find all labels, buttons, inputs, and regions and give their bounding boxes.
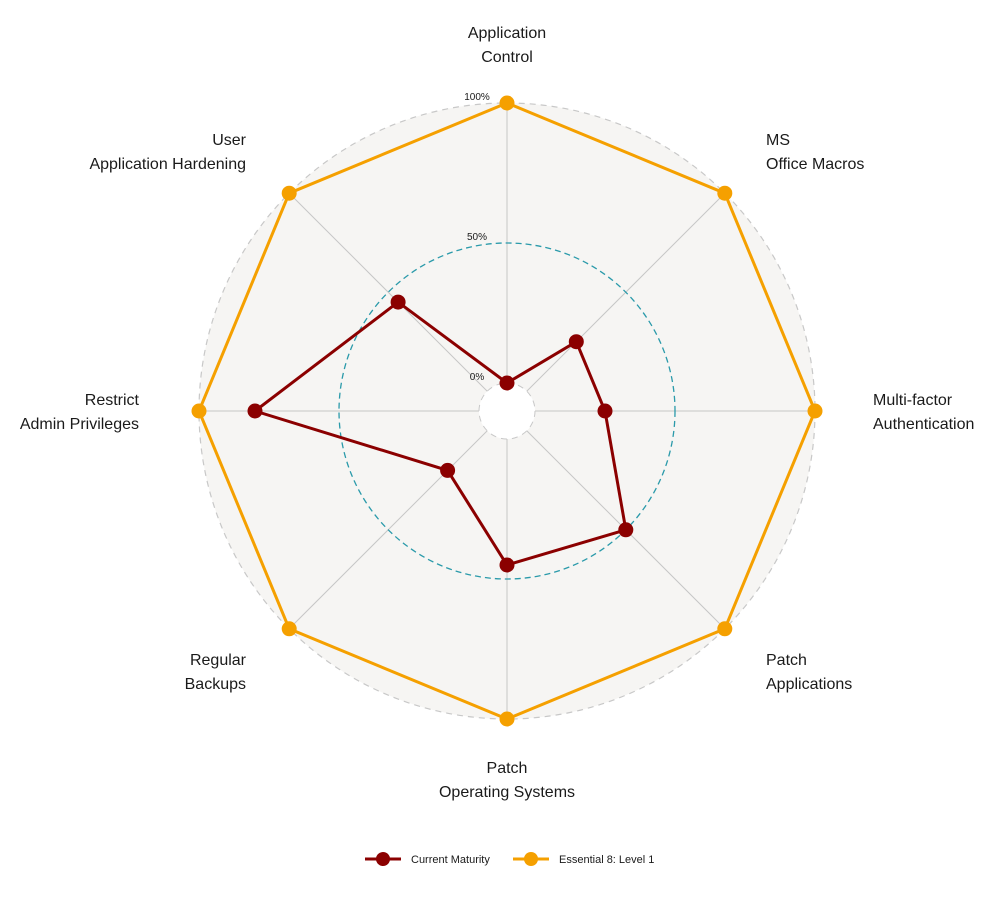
series-point bbox=[440, 462, 456, 478]
category-label: Patch Operating Systems bbox=[439, 760, 575, 801]
series-point bbox=[807, 403, 823, 419]
series-point bbox=[281, 621, 297, 637]
series-point bbox=[568, 334, 584, 350]
category-label-line: Authentication bbox=[873, 416, 974, 433]
legend-swatch-point bbox=[524, 852, 538, 866]
category-label-line: Control bbox=[481, 49, 533, 66]
category-label: Restrict Admin Privileges bbox=[20, 392, 140, 433]
spoke-line bbox=[506, 192, 726, 412]
category-label: User Application Hardening bbox=[89, 132, 246, 173]
spoke-line bbox=[506, 410, 726, 630]
series-point bbox=[247, 403, 263, 419]
radial-tick-label: 100% bbox=[464, 92, 490, 103]
category-label-line: Regular bbox=[190, 652, 247, 669]
category-label: Regular Backups bbox=[185, 652, 247, 693]
category-label-line: Office Macros bbox=[766, 156, 864, 173]
series-point bbox=[390, 294, 406, 310]
mid-ring bbox=[338, 242, 676, 580]
series-point bbox=[717, 621, 733, 637]
series-point bbox=[618, 522, 634, 538]
category-label-line: Restrict bbox=[85, 392, 140, 409]
category-label-line: Patch bbox=[487, 760, 528, 777]
radial-tick-label: 50% bbox=[467, 232, 487, 243]
series-point bbox=[499, 557, 515, 573]
series-point bbox=[191, 403, 207, 419]
radial-tick-labels: 0% 50% 100% bbox=[464, 92, 490, 383]
series-0 bbox=[247, 294, 634, 573]
category-label-line: Multi-factor bbox=[873, 392, 953, 409]
legend-label: Essential 8: Level 1 bbox=[559, 854, 654, 866]
legend-label: Current Maturity bbox=[411, 854, 490, 866]
series-point bbox=[499, 375, 515, 391]
category-label-line: User bbox=[212, 132, 246, 149]
category-label-line: Operating Systems bbox=[439, 784, 575, 801]
category-label-line: Admin Privileges bbox=[20, 416, 139, 433]
category-label-line: Applications bbox=[766, 676, 852, 693]
spoke-line bbox=[288, 410, 508, 630]
series-point bbox=[281, 185, 297, 201]
chart-series bbox=[191, 95, 823, 727]
category-label-line: Application bbox=[468, 25, 546, 42]
category-label-line: Application Hardening bbox=[89, 156, 246, 173]
series-point bbox=[717, 185, 733, 201]
series-point bbox=[499, 711, 515, 727]
category-label: Application Control bbox=[468, 25, 546, 66]
category-label-line: Backups bbox=[185, 676, 246, 693]
chart-legend: Current Maturity Essential 8: Level 1 bbox=[365, 852, 654, 866]
legend-item: Essential 8: Level 1 bbox=[513, 852, 654, 866]
category-label: MS Office Macros bbox=[766, 132, 864, 173]
series-point bbox=[499, 95, 515, 111]
series-1 bbox=[191, 95, 823, 727]
legend-item: Current Maturity bbox=[365, 852, 490, 866]
category-label-line: Patch bbox=[766, 652, 807, 669]
legend-swatch-point bbox=[376, 852, 390, 866]
category-label: Multi-factor Authentication bbox=[873, 392, 974, 433]
category-labels: Application Control MS Office Macros Multi-f… bbox=[20, 25, 975, 801]
series-point bbox=[597, 403, 613, 419]
category-label-line: MS bbox=[766, 132, 790, 149]
radial-tick-label: 0% bbox=[470, 372, 485, 383]
zero-ring bbox=[478, 382, 536, 440]
category-label: Patch Applications bbox=[766, 652, 852, 693]
